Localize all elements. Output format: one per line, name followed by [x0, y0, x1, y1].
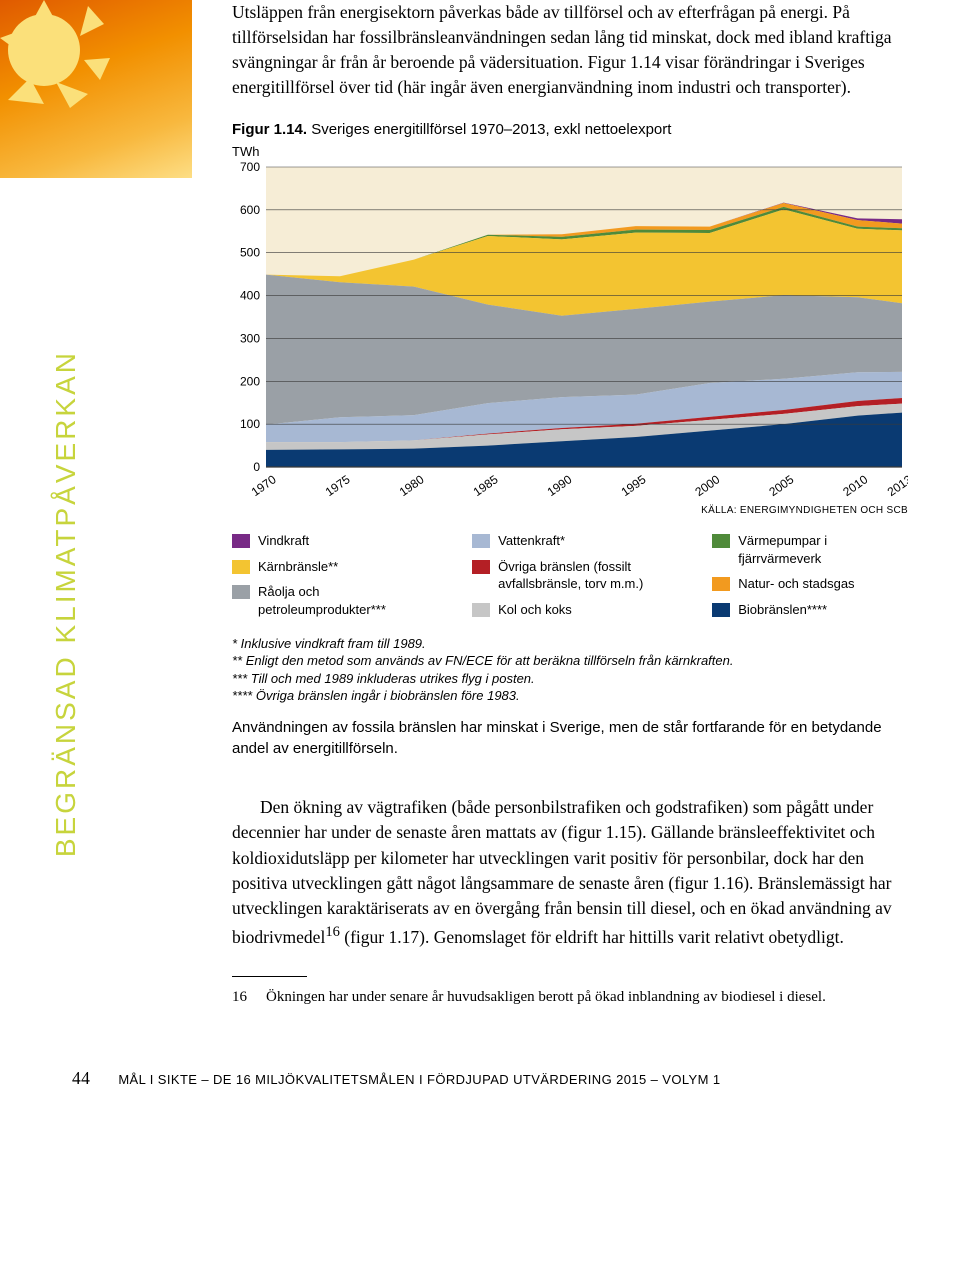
legend-item-other_fossil: Övriga bränslen (fossilt avfallsbränsle,…: [472, 558, 672, 593]
legend-item-oil: Råolja och petroleumprodukter***: [232, 583, 432, 618]
endnote-number: 16: [232, 987, 252, 1008]
side-vertical-label: BEGRÄNSAD KLIMATPÅVERKAN: [50, 350, 82, 857]
footnote-ref: 16: [325, 924, 340, 940]
legend-label: Natur- och stadsgas: [738, 575, 854, 593]
svg-text:2005: 2005: [766, 473, 796, 500]
sun-icon: [0, 0, 192, 178]
svg-text:1995: 1995: [619, 473, 649, 500]
endnote-text: Ökningen har under senare år huvudsaklig…: [266, 987, 826, 1008]
legend-swatch: [472, 603, 490, 617]
intro-paragraph: Utsläppen från energisektorn påverkas bå…: [232, 0, 908, 99]
chart-container: TWh 0 100 200 300 400 500 600 700 1970 1975 1980 19…: [232, 144, 908, 758]
figure-footnote: ** Enligt den metod som används av FN/EC…: [232, 652, 908, 670]
legend-label: Biobränslen****: [738, 601, 827, 619]
svg-text:500: 500: [240, 246, 260, 260]
svg-text:1985: 1985: [471, 473, 501, 500]
svg-text:700: 700: [240, 161, 260, 174]
legend-label: Övriga bränslen (fossilt avfallsbränsle,…: [498, 558, 672, 593]
legend-swatch: [712, 577, 730, 591]
figure-closing-text: Användningen av fossila bränslen har min…: [232, 717, 908, 759]
legend-item-nuclear: Kärnbränsle**: [232, 558, 432, 576]
legend-item-biofuel: Biobränslen****: [712, 601, 908, 619]
svg-text:1970: 1970: [249, 473, 279, 500]
svg-text:1975: 1975: [323, 473, 353, 500]
svg-text:400: 400: [240, 289, 260, 303]
legend-swatch: [232, 585, 250, 599]
figure-footnote: **** Övriga bränslen ingår i biobränslen…: [232, 687, 908, 705]
chart-legend: Vindkraft Kärnbränsle** Råolja och petrole…: [232, 532, 908, 618]
legend-label: Kärnbränsle**: [258, 558, 338, 576]
endnote: 16 Ökningen har under senare år huvudsak…: [232, 987, 908, 1008]
svg-text:1980: 1980: [397, 473, 427, 500]
legend-label: Kol och koks: [498, 601, 572, 619]
area-chart: 0 100 200 300 400 500 600 700 1970 1975 1980 1985 19…: [232, 161, 908, 501]
page-footer: 44 MÅL I SIKTE – DE 16 MILJÖKVALITETSMÅL…: [0, 1068, 960, 1089]
legend-label: Värmepumpar i fjärrvärmeverk: [738, 532, 908, 567]
legend-swatch: [712, 603, 730, 617]
footer-line: MÅL I SIKTE – DE 16 MILJÖKVALITETSMÅLEN …: [118, 1072, 720, 1087]
chart-source: KÄLLA: ENERGIMYNDIGHETEN OCH SCB: [232, 505, 908, 516]
page-content: Utsläppen från energisektorn påverkas bå…: [232, 0, 908, 1008]
page-number: 44: [72, 1068, 90, 1089]
svg-text:2010: 2010: [840, 473, 870, 500]
legend-item-hydro: Vattenkraft*: [472, 532, 672, 550]
legend-swatch: [472, 560, 490, 574]
figure-caption: Figur 1.14. Sveriges energitillförsel 19…: [232, 121, 908, 138]
legend-item-coal: Kol och koks: [472, 601, 672, 619]
legend-swatch: [472, 534, 490, 548]
legend-label: Vattenkraft*: [498, 532, 565, 550]
svg-text:200: 200: [240, 375, 260, 389]
legend-swatch: [712, 534, 730, 548]
figure-footnote: * Inklusive vindkraft fram till 1989.: [232, 635, 908, 653]
svg-text:2013: 2013: [885, 473, 908, 500]
body-paragraph: Den ökning av vägtrafiken (både personbi…: [232, 795, 908, 950]
figure-title: Sveriges energitillförsel 1970–2013, exk…: [311, 121, 671, 138]
figure-footnotes: * Inklusive vindkraft fram till 1989.** …: [232, 635, 908, 705]
figure-footnote: *** Till och med 1989 inkluderas utrikes…: [232, 670, 908, 688]
svg-text:0: 0: [253, 460, 260, 474]
svg-text:2000: 2000: [692, 473, 722, 500]
legend-label: Råolja och petroleumprodukter***: [258, 583, 432, 618]
legend-item-heatpump: Värmepumpar i fjärrvärmeverk: [712, 532, 908, 567]
legend-swatch: [232, 534, 250, 548]
legend-item-wind: Vindkraft: [232, 532, 432, 550]
y-axis-unit: TWh: [232, 144, 908, 159]
svg-text:1990: 1990: [545, 473, 575, 500]
svg-text:600: 600: [240, 203, 260, 217]
legend-item-natgas: Natur- och stadsgas: [712, 575, 908, 593]
body-text-b: (figur 1.17). Genomslaget för eldrift ha…: [344, 926, 844, 946]
legend-label: Vindkraft: [258, 532, 309, 550]
svg-text:100: 100: [240, 418, 260, 432]
svg-text:300: 300: [240, 332, 260, 346]
footnote-separator: [232, 976, 307, 977]
figure-number: Figur 1.14.: [232, 121, 307, 138]
legend-swatch: [232, 560, 250, 574]
